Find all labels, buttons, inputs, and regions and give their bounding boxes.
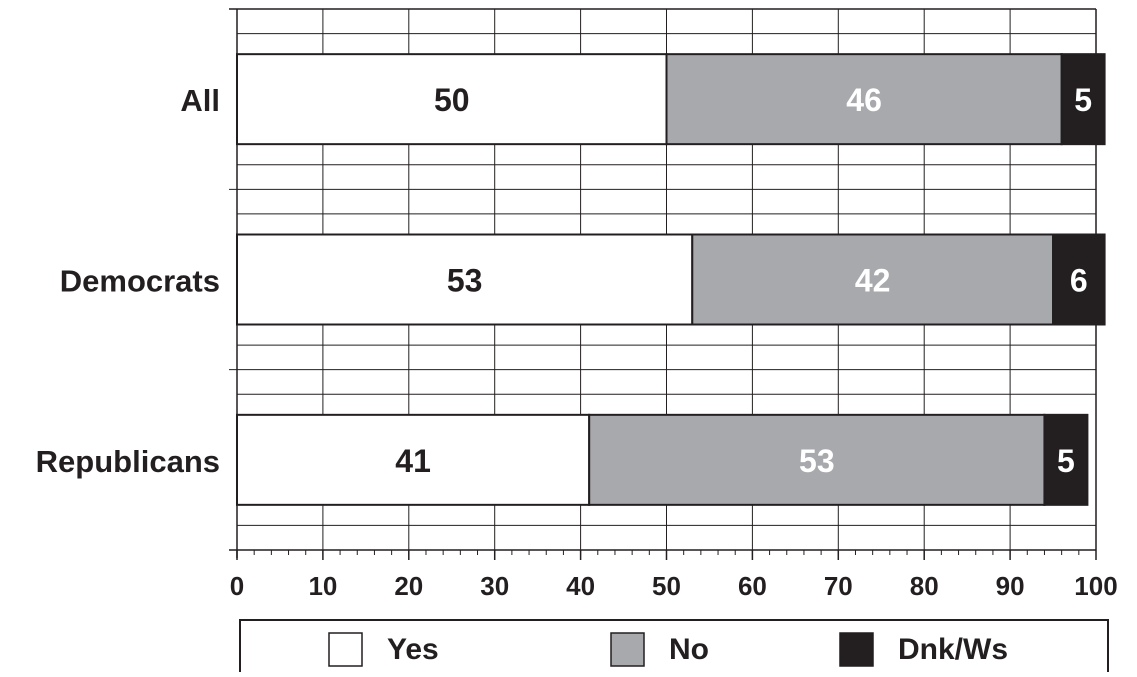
x-tick-label: 70	[824, 571, 853, 601]
bar-segment-no	[665, 53, 1063, 146]
bar-segment-yes	[236, 413, 591, 506]
bar-segment-dnk-ws	[1052, 233, 1106, 326]
x-tick-label: 20	[394, 571, 423, 601]
legend-swatch-no	[610, 632, 645, 667]
data-label: 46	[846, 82, 882, 118]
category-label: All	[180, 83, 220, 118]
category-label: Democrats	[60, 264, 220, 299]
data-label: 5	[1057, 443, 1075, 479]
x-tick-label: 90	[996, 571, 1025, 601]
x-tick-label: 0	[230, 571, 244, 601]
bar-segment-no	[691, 233, 1055, 326]
legend-box	[239, 619, 1109, 677]
data-label: 5	[1074, 82, 1092, 118]
x-tick-label: 80	[910, 571, 939, 601]
x-tick-label: 40	[566, 571, 595, 601]
legend-label: Yes	[387, 633, 439, 666]
x-tick-label: 50	[652, 571, 681, 601]
bar-segment-no	[588, 413, 1046, 506]
category-label: Republicans	[36, 444, 220, 479]
data-label: 53	[447, 263, 483, 299]
data-label: 6	[1070, 263, 1088, 299]
legend-swatch-dnk-ws	[839, 632, 874, 667]
x-tick-label: 30	[480, 571, 509, 601]
bar-segment-dnk-ws	[1043, 413, 1089, 506]
bar-segment-yes	[236, 233, 694, 326]
data-label: 53	[799, 443, 835, 479]
data-label: 50	[434, 82, 470, 118]
legend-label: No	[669, 633, 709, 666]
x-tick-label: 10	[308, 571, 337, 601]
data-label: 42	[855, 263, 891, 299]
legend-swatch-yes	[328, 632, 363, 667]
bar-segment-dnk-ws	[1060, 53, 1106, 146]
data-label: 41	[395, 443, 431, 479]
x-tick-label: 60	[738, 571, 767, 601]
x-tick-label: 100	[1074, 571, 1117, 601]
legend-label: Dnk/Ws	[898, 633, 1008, 666]
